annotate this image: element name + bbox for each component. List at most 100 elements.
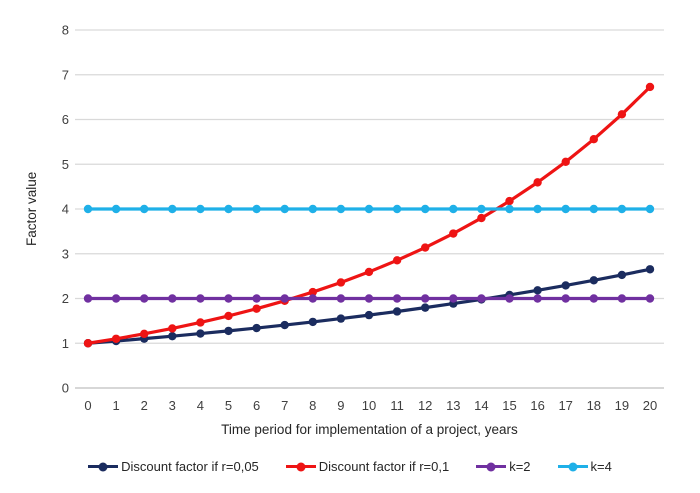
x-tick-label: 6: [253, 398, 260, 413]
y-tick-label: 7: [62, 67, 69, 82]
data-point: [645, 294, 655, 303]
legend-item: Discount factor if r=0,1: [285, 459, 450, 474]
data-point: [589, 204, 598, 214]
legend-label: Discount factor if r=0,1: [318, 459, 450, 474]
x-tick-label: 7: [281, 398, 288, 413]
data-point: [364, 267, 374, 277]
legend-label: Discount factor if r=0,05: [121, 459, 259, 474]
x-tick-label: 19: [615, 398, 629, 413]
x-tick-label: 20: [643, 398, 657, 413]
legend-item: k=2: [476, 459, 531, 474]
x-tick-label: 13: [446, 398, 460, 413]
x-tick-label: 3: [169, 398, 176, 413]
legend-item: k=4: [557, 459, 612, 474]
legend-label: k=4: [590, 459, 612, 474]
data-point: [589, 294, 598, 303]
data-point: [477, 213, 486, 223]
data-point: [83, 204, 93, 214]
y-tick-label: 5: [62, 157, 69, 172]
data-point: [196, 329, 205, 338]
data-point: [336, 314, 346, 323]
data-point: [308, 204, 317, 214]
data-point: [140, 294, 149, 303]
legend-line-marker-icon: [557, 462, 588, 471]
data-point: [364, 294, 374, 303]
data-point: [505, 196, 514, 206]
x-axis-title: Time period for implementation of a proj…: [221, 422, 518, 437]
series-3: [83, 294, 655, 303]
data-point: [421, 303, 430, 312]
x-tick-label: 1: [112, 398, 119, 413]
data-point: [280, 204, 289, 214]
data-point: [645, 82, 655, 92]
data-point: [224, 294, 233, 303]
series-line: [86, 85, 652, 345]
data-point: [336, 278, 346, 287]
data-point: [224, 311, 233, 321]
data-point: [224, 204, 233, 214]
data-point: [168, 204, 177, 214]
data-point: [364, 204, 374, 214]
data-point: [252, 304, 261, 313]
data-point: [421, 204, 430, 214]
data-point: [533, 204, 542, 214]
series-1: [83, 265, 655, 348]
data-point: [168, 294, 177, 303]
data-point: [477, 204, 486, 214]
data-point: [196, 318, 205, 327]
data-point: [168, 331, 177, 341]
data-point: [252, 294, 261, 303]
data-point: [421, 243, 430, 252]
data-point: [533, 294, 542, 303]
legend-dot-icon: [486, 462, 496, 471]
data-point: [617, 110, 627, 119]
legend-line-marker-icon: [285, 462, 316, 471]
series-2: [83, 82, 655, 348]
y-tick-label: 0: [62, 381, 69, 396]
data-point: [83, 294, 93, 303]
data-point: [196, 204, 205, 214]
data-point: [308, 287, 317, 297]
data-point: [111, 334, 121, 343]
data-point: [645, 204, 655, 214]
legend: Discount factor if r=0,05 Discount factor…: [0, 459, 700, 474]
data-point: [392, 294, 402, 303]
data-point: [280, 294, 289, 303]
legend-line-marker-icon: [476, 462, 507, 471]
data-point: [505, 204, 514, 214]
data-point: [449, 204, 458, 214]
data-point: [252, 323, 261, 333]
data-point: [140, 329, 149, 339]
data-point: [561, 157, 570, 167]
y-tick-label: 2: [62, 291, 69, 306]
x-tick-label: 10: [362, 398, 376, 413]
y-tick-label: 1: [62, 336, 69, 351]
data-point: [421, 294, 430, 303]
data-point: [589, 276, 598, 285]
y-tick-label: 4: [62, 202, 69, 217]
legend-dot-icon: [568, 462, 578, 471]
x-tick-label: 15: [502, 398, 516, 413]
data-point: [449, 294, 458, 303]
y-tick-label: 3: [62, 246, 69, 261]
x-tick-label: 14: [474, 398, 488, 413]
data-point: [645, 265, 655, 274]
data-point: [617, 270, 627, 280]
x-tick-label: 11: [390, 398, 404, 413]
x-tick-label: 0: [84, 398, 91, 413]
data-point: [392, 307, 402, 316]
x-tick-label: 5: [225, 398, 232, 413]
data-point: [196, 294, 205, 303]
x-tick-label: 17: [558, 398, 572, 413]
data-point: [392, 256, 402, 265]
data-point: [617, 204, 627, 214]
data-point: [364, 310, 374, 320]
data-point: [308, 317, 317, 327]
data-point: [392, 204, 402, 214]
data-point: [83, 339, 93, 348]
data-point: [336, 204, 346, 214]
legend-line-marker-icon: [88, 462, 119, 471]
x-tick-label: 9: [337, 398, 344, 413]
data-point: [111, 204, 121, 214]
